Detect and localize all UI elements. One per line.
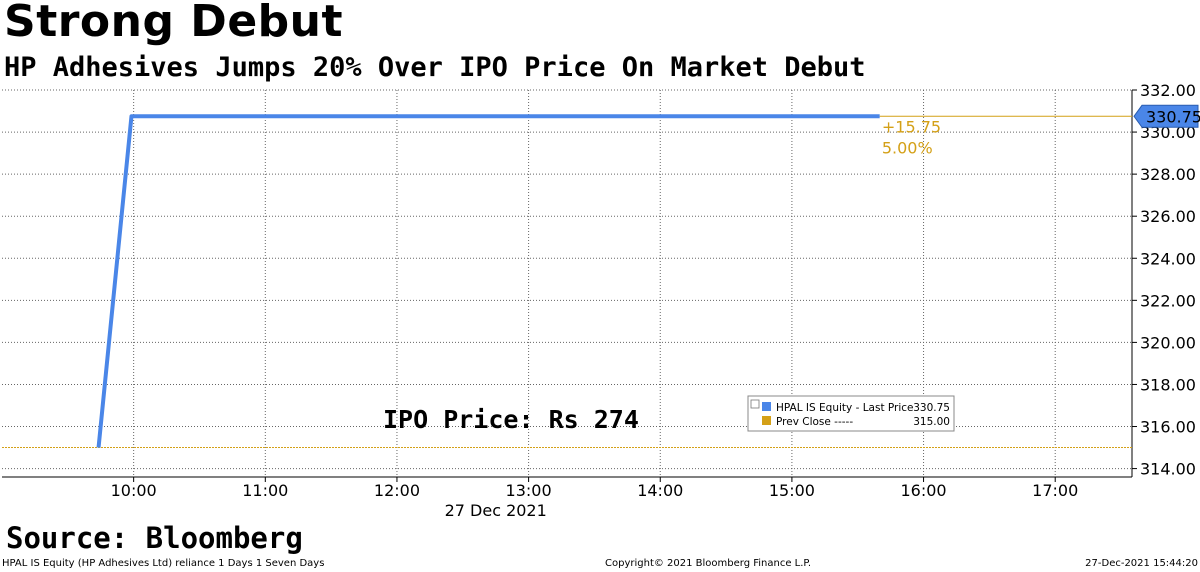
x-tick-label: 13:00 [506,481,552,500]
x-tick-label: 14:00 [637,481,683,500]
footer-copyright: Copyright© 2021 Bloomberg Finance L.P. [605,558,812,569]
x-tick-label: 16:00 [900,481,946,500]
legend-swatch-price [762,402,771,411]
y-tick-label: 328.00 [1140,165,1196,184]
legend-value-price: 330.75 [913,402,950,414]
x-tick-label: 17:00 [1032,481,1078,500]
chart-subtitle: HP Adhesives Jumps 20% Over IPO Price On… [4,52,866,83]
y-tick-label: 332.00 [1140,81,1196,100]
y-tick-label: 326.00 [1140,207,1196,226]
change-absolute-label: +15.75 [882,117,941,136]
x-axis-date-label: 27 Dec 2021 [445,501,547,520]
series [2,114,1132,449]
legend-entry-prev-close: Prev Close ----- [776,416,853,428]
y-tick-label: 320.00 [1140,333,1196,352]
y-tick-label: 316.00 [1140,418,1196,437]
y-tick-label: 318.00 [1140,375,1196,394]
x-tick-label: 15:00 [769,481,815,500]
footer-ticker-info: HPAL IS Equity (HP Adhesives Ltd) relian… [2,558,325,569]
y-tick-label: 330.00 [1140,123,1196,142]
x-tick-label: 11:00 [242,481,288,500]
source-label: Source: Bloomberg [6,521,303,555]
price-series-line [96,114,880,448]
legend-value-prev-close: 315.00 [913,416,950,428]
grid [2,89,1132,477]
y-tick-label: 314.00 [1140,460,1196,479]
footer-timestamp: 27-Dec-2021 15:44:20 [1085,558,1198,569]
y-tick-label: 322.00 [1140,291,1196,310]
last-price-tag [1133,104,1199,128]
chart-title: Strong Debut [4,0,344,47]
legend: HPAL IS Equity - Last Price 330.75 Prev Cl… [747,395,955,432]
legend-expand-icon [750,399,760,409]
axes: 314.00 316.00 318.00 320.00 322.00 324.00 326.… [2,81,1196,520]
x-tick-label: 10:00 [111,481,157,500]
last-price-tag-label: 330.75 [1146,107,1200,126]
legend-entry-price: HPAL IS Equity - Last Price [776,402,914,414]
y-tick-label: 324.00 [1140,249,1196,268]
legend-box [747,395,955,432]
labels: 330.75 +15.75 5.00% IPO Price: Rs 274 [383,104,1200,434]
ipo-price-annotation: IPO Price: Rs 274 [383,405,639,434]
x-tick-label: 12:00 [374,481,420,500]
change-percent-label: 5.00% [882,138,933,157]
legend-swatch-prev-close [762,416,771,425]
